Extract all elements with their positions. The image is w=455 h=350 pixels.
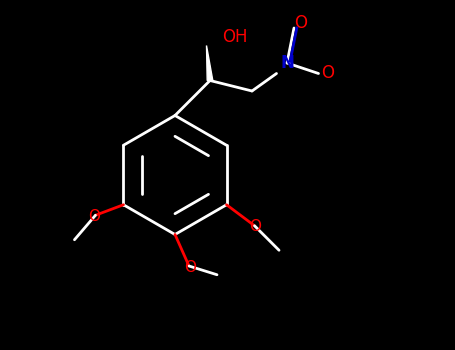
Text: O: O: [294, 14, 308, 32]
Text: O: O: [88, 209, 100, 224]
Text: OH: OH: [222, 28, 248, 46]
Polygon shape: [207, 46, 213, 80]
Text: O: O: [249, 219, 261, 234]
Text: O: O: [184, 260, 196, 275]
Text: N: N: [280, 54, 294, 72]
Text: O: O: [321, 64, 334, 83]
